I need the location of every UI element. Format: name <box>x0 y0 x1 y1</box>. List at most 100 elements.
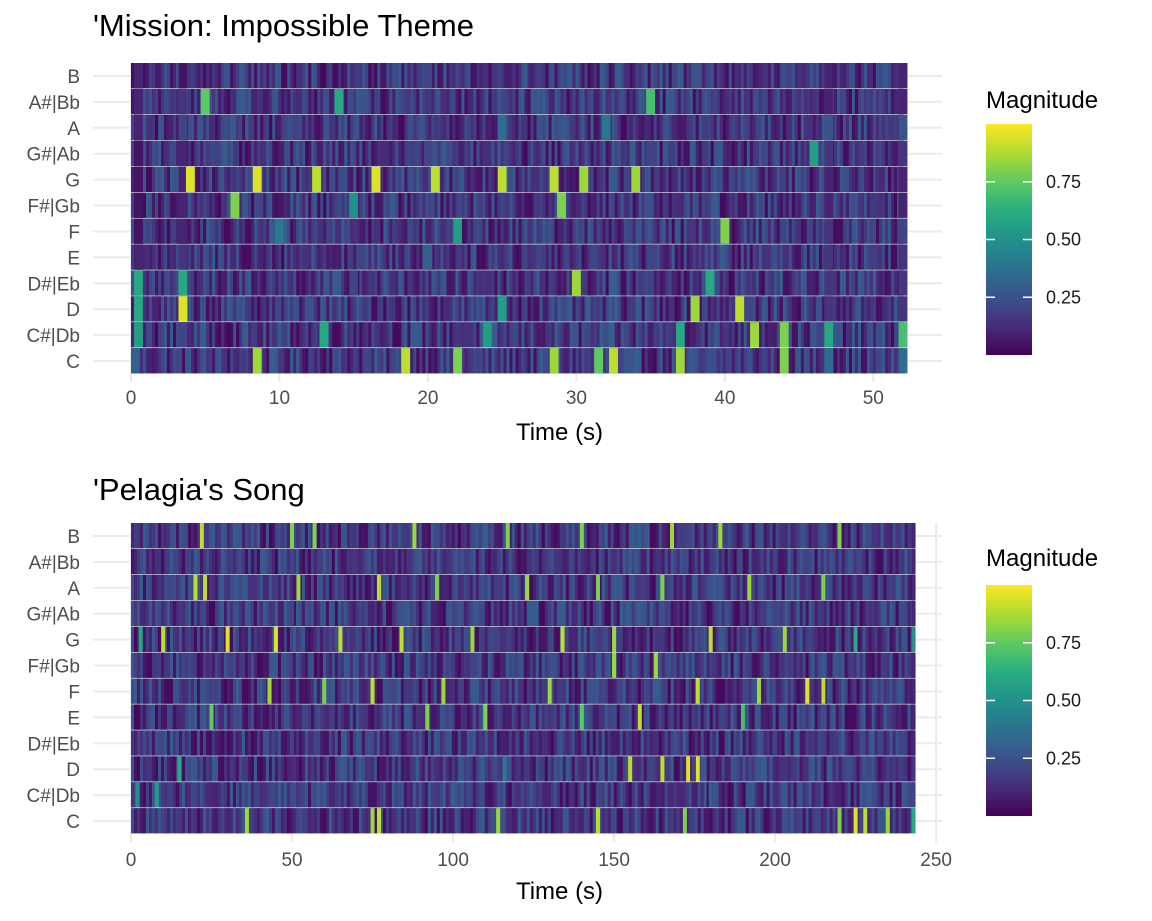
heatmap-cell <box>838 782 843 808</box>
heatmap-cell <box>416 270 420 296</box>
heatmap-cell <box>851 166 856 192</box>
heatmap-cell <box>671 63 676 89</box>
heatmap-cell <box>826 808 831 834</box>
heatmap-cell <box>151 756 156 782</box>
heatmap-cell <box>878 296 883 322</box>
heatmap-cell <box>493 756 498 782</box>
heatmap-cell <box>484 652 489 678</box>
heatmap-cell <box>722 296 727 322</box>
heatmap-cell <box>901 756 906 782</box>
heatmap-cell <box>191 88 195 115</box>
heatmap-cell <box>683 63 688 89</box>
heatmap-cell <box>503 218 508 244</box>
heatmap-cell <box>203 270 207 296</box>
heatmap-cell <box>862 678 867 704</box>
heatmap-cell <box>518 270 523 296</box>
heatmap-cell <box>301 730 306 756</box>
heatmap-cell <box>395 218 399 244</box>
heatmap-cell <box>871 782 876 808</box>
heatmap-cell <box>893 218 898 244</box>
heatmap-cell <box>172 782 177 808</box>
heatmap-cell <box>770 244 775 270</box>
heatmap-cell <box>835 730 840 756</box>
heatmap-cell <box>323 114 327 141</box>
heatmap-cell <box>620 270 625 296</box>
heatmap-cell <box>439 782 444 808</box>
heatmap-cell <box>440 270 445 296</box>
heatmap-cell <box>601 704 606 730</box>
heatmap-cell <box>728 63 733 89</box>
heatmap-cell <box>181 782 186 808</box>
heatmap-cell <box>436 678 441 704</box>
heatmap-cell <box>173 166 177 192</box>
heatmap-cell <box>533 140 538 167</box>
heatmap-cell <box>518 244 523 270</box>
heatmap-cell <box>661 808 666 834</box>
heatmap-cell <box>221 296 225 322</box>
heatmap-cell <box>464 296 469 322</box>
heatmap-cell <box>706 730 711 756</box>
heatmap-cell <box>254 322 258 348</box>
heatmap-cell <box>854 296 859 322</box>
heatmap-cell <box>502 704 507 730</box>
heatmap-cell <box>749 166 754 192</box>
heatmap-cell <box>860 114 865 141</box>
heatmap-cell <box>161 296 165 322</box>
heatmap-cell <box>323 88 327 115</box>
heatmap-cell <box>163 730 168 756</box>
heatmap-cell <box>647 348 652 374</box>
heatmap-cell <box>157 678 162 704</box>
heatmap-cell <box>311 218 315 244</box>
heatmap-cell <box>802 782 807 808</box>
heatmap-cell <box>655 678 660 704</box>
heatmap-cell <box>461 348 466 374</box>
heatmap-cell <box>755 192 760 218</box>
heatmap-cell <box>662 244 667 270</box>
heatmap-cell <box>251 218 255 244</box>
heatmap-cell <box>803 88 808 115</box>
heatmap-cell <box>239 322 243 348</box>
heatmap-cell <box>323 218 327 244</box>
heatmap-cell <box>304 730 309 756</box>
heatmap-cell <box>239 296 243 322</box>
heatmap-cell <box>167 88 171 115</box>
heatmap-cell <box>839 348 844 374</box>
heatmap-cell <box>293 322 297 348</box>
heatmap-cell <box>562 808 567 834</box>
heatmap-cell <box>473 192 478 218</box>
heatmap-cell <box>581 348 586 374</box>
heatmap-cell <box>218 88 222 115</box>
heatmap-cell <box>592 808 597 834</box>
heatmap-cell <box>544 704 549 730</box>
heatmap-cell <box>721 782 726 808</box>
heatmap-cell <box>461 140 466 167</box>
heatmap-cell <box>589 756 594 782</box>
heatmap-cell <box>308 218 312 244</box>
heatmap-cell <box>245 63 249 89</box>
heatmap-cell <box>317 322 321 348</box>
heatmap-cell <box>743 270 748 296</box>
heatmap-cell <box>614 88 619 115</box>
heatmap-cell <box>791 270 796 296</box>
heatmap-cell <box>232 782 237 808</box>
heatmap-cell <box>359 192 363 218</box>
heatmap-cell <box>641 63 646 89</box>
heatmap-cell <box>794 140 799 167</box>
heatmap-cell <box>730 756 735 782</box>
heatmap-cell <box>400 704 405 730</box>
heatmap-cell <box>706 756 711 782</box>
heatmap-cell <box>559 808 564 834</box>
heatmap-cell <box>236 296 240 322</box>
heatmap-cell <box>484 808 489 834</box>
heatmap-cell <box>788 88 793 115</box>
heatmap-cell <box>329 296 333 322</box>
heatmap-cell <box>287 322 291 348</box>
heatmap-cell <box>248 88 252 115</box>
heatmap-cell <box>856 730 861 756</box>
heatmap-cell <box>536 296 541 322</box>
heatmap-cell <box>814 782 819 808</box>
heatmap-cell <box>710 244 715 270</box>
heatmap-cell <box>619 678 624 704</box>
heatmap-cell <box>368 270 372 296</box>
heatmap-cell <box>583 704 588 730</box>
